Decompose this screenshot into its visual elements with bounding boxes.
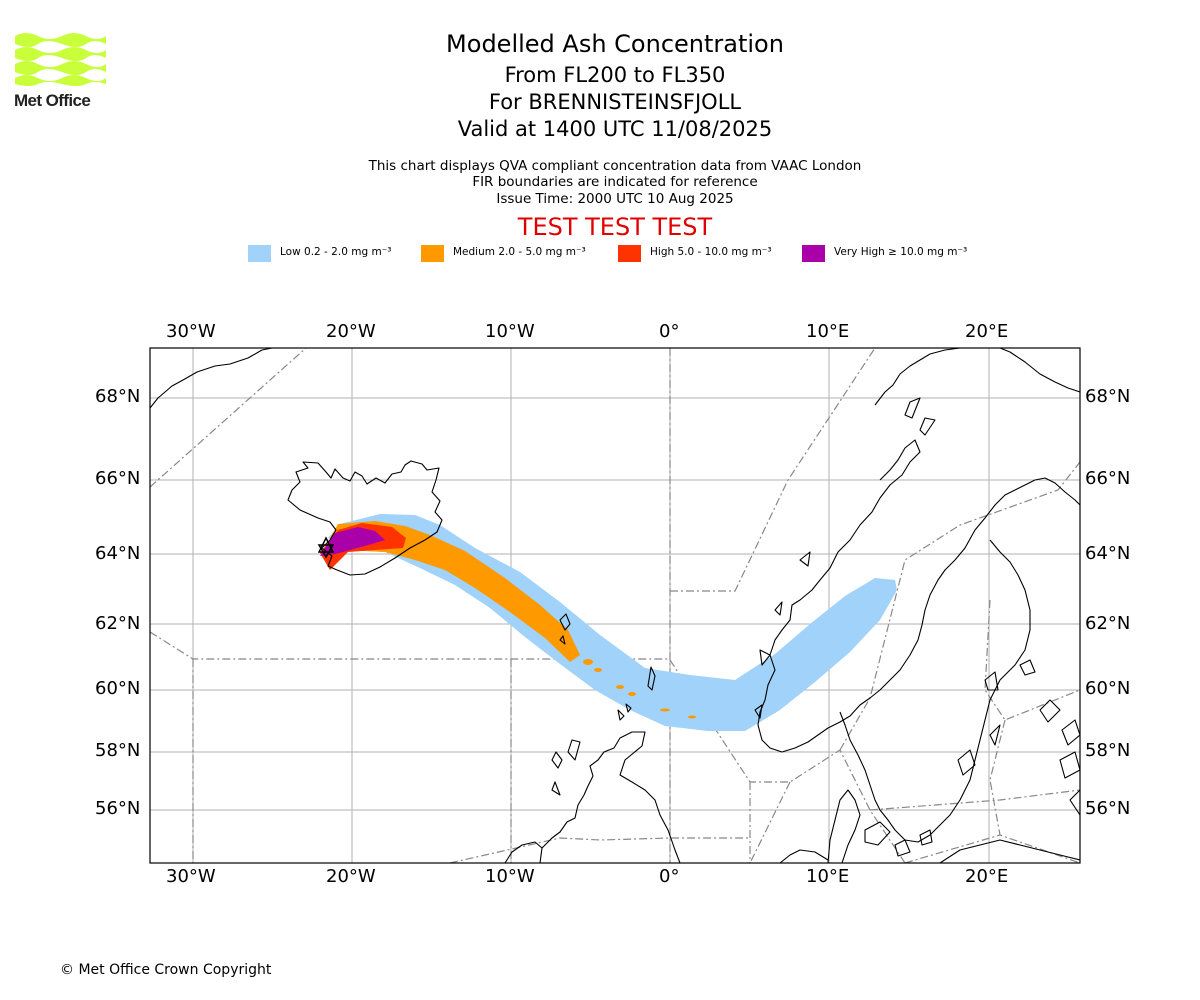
graticule xyxy=(150,348,1080,863)
lon-label-bottom: 10°E xyxy=(806,866,850,887)
logo-text: Met Office xyxy=(14,91,91,110)
flight-levels: From FL200 to FL350 xyxy=(504,63,726,87)
lat-label-right: 66°N xyxy=(1085,468,1131,489)
map-frame xyxy=(149,347,1081,864)
lon-label-top: 10°W xyxy=(485,321,535,342)
legend-swatch-low xyxy=(248,245,271,262)
legend-swatch-very-high xyxy=(802,245,825,262)
lat-label-left: 66°N xyxy=(95,468,141,489)
legend-label-low: Low 0.2 - 2.0 mg m⁻³ xyxy=(280,246,392,258)
legend-label-high: High 5.0 - 10.0 mg m⁻³ xyxy=(650,246,772,258)
legend-swatch-medium xyxy=(421,245,444,262)
lat-label-left: 56°N xyxy=(95,798,141,819)
chart-note: This chart displays QVA compliant concen… xyxy=(368,158,862,174)
fir-boundaries xyxy=(150,348,1080,863)
lon-label-bottom: 10°W xyxy=(485,866,535,887)
lat-label-left: 62°N xyxy=(95,613,141,634)
lat-label-left: 68°N xyxy=(95,386,141,407)
volcano-marker xyxy=(317,536,335,559)
legend-label-very-high: Very High ≥ 10.0 mg m⁻³ xyxy=(834,246,968,258)
lon-label-top: 20°E xyxy=(965,321,1009,342)
lat-label-left: 60°N xyxy=(95,678,141,699)
lat-label-right: 68°N xyxy=(1085,386,1131,407)
ash-very-high-region xyxy=(320,527,385,556)
lon-label-bottom: 20°W xyxy=(326,866,376,887)
lat-label-right: 56°N xyxy=(1085,798,1131,819)
lat-label-right: 60°N xyxy=(1085,678,1131,699)
lon-label-top: 10°E xyxy=(806,321,850,342)
volcano-name: For BRENNISTEINSFJOLL xyxy=(488,90,742,114)
lon-label-top: 0° xyxy=(659,321,680,342)
lon-label-bottom: 0° xyxy=(659,866,680,887)
fir-note: FIR boundaries are indicated for referen… xyxy=(472,174,758,190)
lat-label-left: 58°N xyxy=(95,740,141,761)
test-banner: TEST TEST TEST xyxy=(517,213,713,241)
issue-time: Issue Time: 2000 UTC 10 Aug 2025 xyxy=(496,191,734,207)
copyright-notice: © Met Office Crown Copyright xyxy=(60,962,272,978)
lon-label-top: 30°W xyxy=(166,321,216,342)
legend-swatch-high xyxy=(618,245,641,262)
chart-title: Modelled Ash Concentration xyxy=(446,30,784,58)
lat-label-right: 64°N xyxy=(1085,543,1131,564)
valid-time: Valid at 1400 UTC 11/08/2025 xyxy=(457,117,773,141)
legend-label-medium: Medium 2.0 - 5.0 mg m⁻³ xyxy=(453,246,586,258)
lat-label-right: 62°N xyxy=(1085,613,1131,634)
coastlines xyxy=(150,348,1080,863)
met-office-logo xyxy=(15,33,106,86)
lon-label-bottom: 20°E xyxy=(965,866,1009,887)
lon-label-top: 20°W xyxy=(326,321,376,342)
lat-label-right: 58°N xyxy=(1085,740,1131,761)
lon-label-bottom: 30°W xyxy=(166,866,216,887)
lat-label-left: 64°N xyxy=(95,543,141,564)
